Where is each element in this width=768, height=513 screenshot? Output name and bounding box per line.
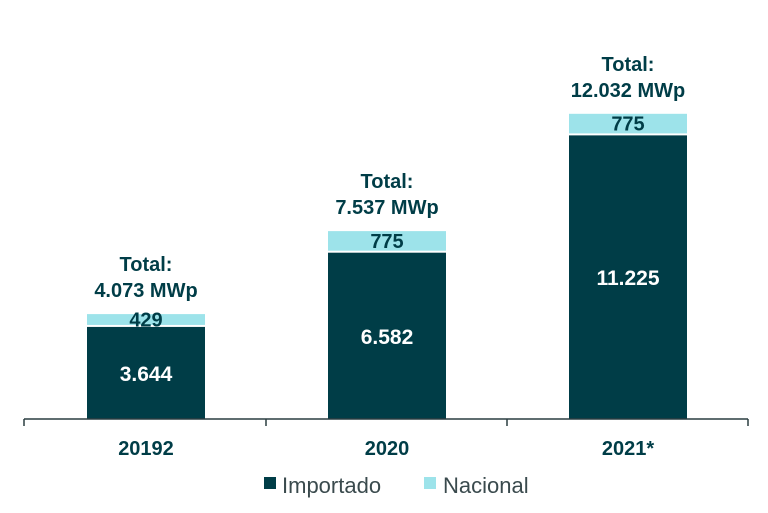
value-label-nacional-2: 775 (611, 114, 644, 136)
legend-swatch-importado (264, 477, 276, 489)
category-label-1: 2020 (365, 438, 410, 460)
totals-group: Total: 4.073 MWp Total: 7.537 MWp Total: 12.0… (94, 54, 685, 302)
total-heading-2: Total: (602, 54, 655, 76)
legend-swatch-nacional (424, 477, 436, 489)
total-value-2: 12.032 MWp (571, 80, 685, 102)
bar-nacional-2 (569, 113, 687, 134)
x-axis-labels: 20192 2020 2021* (118, 438, 654, 460)
bar-importado-0 (87, 326, 205, 419)
bar-importado-1 (328, 252, 446, 419)
value-label-importado-2: 11.225 (596, 267, 659, 290)
value-label-importado-1: 6.582 (361, 326, 414, 349)
category-label-2: 2021* (602, 438, 654, 460)
total-value-0: 4.073 MWp (94, 280, 197, 302)
value-label-nacional-1: 775 (370, 231, 403, 253)
total-heading-1: Total: (361, 171, 414, 193)
value-label-nacional-0: 429 (129, 310, 162, 332)
bar-importado-2 (569, 135, 687, 419)
bar-nacional-0 (87, 314, 205, 325)
total-heading-0: Total: (120, 254, 173, 276)
total-value-1: 7.537 MWp (335, 197, 438, 219)
category-label-0: 20192 (118, 438, 174, 460)
x-axis-ticks (23, 419, 749, 426)
value-label-importado-0: 3.644 (120, 363, 173, 386)
legend-label-nacional: Nacional (443, 473, 529, 498)
bars-group: 3.644 429 6.582 775 11.225 775 (87, 114, 687, 419)
bar-nacional-1 (328, 231, 446, 251)
legend-label-importado: Importado (282, 473, 381, 498)
legend: Importado Nacional (264, 473, 529, 498)
